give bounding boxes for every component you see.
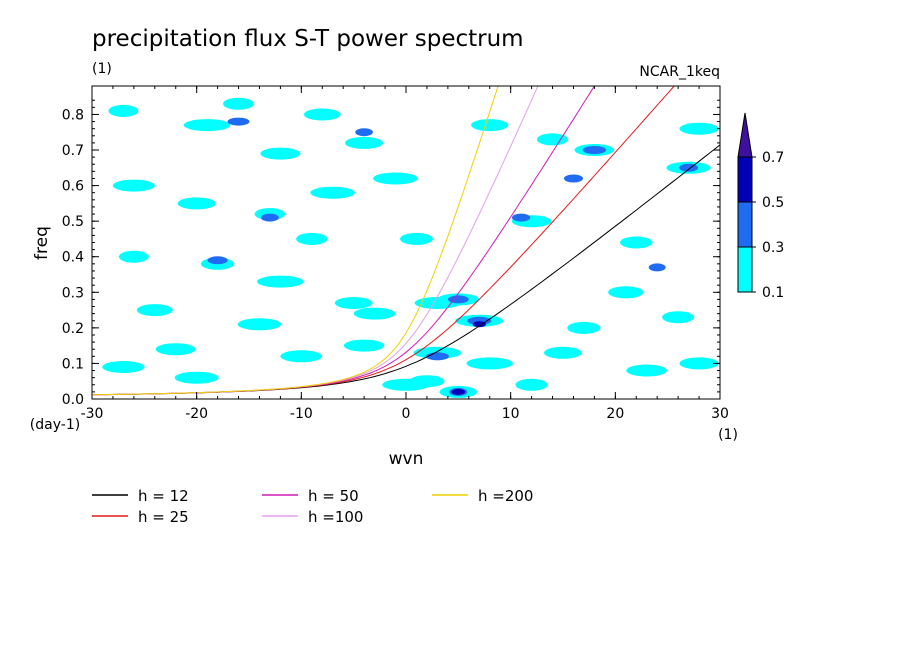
plot-area xyxy=(91,85,721,400)
contour-blob xyxy=(679,122,719,135)
colorbar-label: 0.1 xyxy=(762,285,784,301)
contour-blob xyxy=(112,179,155,192)
contour-blob xyxy=(679,163,698,172)
contour-fill-layer xyxy=(102,97,719,398)
y-tick-label: 0.8 xyxy=(62,107,84,123)
x-tick-label: 10 xyxy=(502,406,520,422)
legend-label: h =100 xyxy=(308,508,363,526)
subtitle-right: NCAR_1keq xyxy=(639,64,720,80)
contour-blob xyxy=(451,388,465,395)
x-tick-label: 0 xyxy=(402,406,411,422)
contour-blob xyxy=(296,232,328,245)
y-axis-unit: (day-1) xyxy=(30,417,80,433)
contour-blob xyxy=(118,250,149,263)
legend-label: h =200 xyxy=(478,487,533,505)
contour-blob xyxy=(207,256,228,265)
contour-blob xyxy=(679,357,719,370)
contour-blob xyxy=(334,297,373,309)
contour-blob xyxy=(515,378,548,391)
y-tick-label: 0.2 xyxy=(62,321,84,337)
x-axis-unit: (1) xyxy=(718,427,738,443)
legend-label: h = 50 xyxy=(308,487,359,505)
contour-blob xyxy=(536,133,569,146)
y-tick-label: 0.5 xyxy=(62,214,84,230)
y-tick-label: 0.7 xyxy=(62,143,84,159)
contour-blob xyxy=(260,147,301,160)
y-tick-label: 0.0 xyxy=(62,392,84,408)
contour-blob xyxy=(155,343,196,356)
colorbar-label: 0.7 xyxy=(762,150,784,166)
y-tick-label: 0.1 xyxy=(62,356,84,372)
x-tick-label: 30 xyxy=(711,406,729,422)
contour-blob xyxy=(582,146,607,154)
y-tick-label: 0.3 xyxy=(62,285,84,301)
contour-blob xyxy=(183,119,231,132)
contour-blob xyxy=(608,286,644,299)
x-axis: -30 -20 -10 0 10 20 30 xyxy=(81,86,729,422)
contour-blob xyxy=(544,346,582,359)
contour-blob xyxy=(345,136,384,149)
contour-blob xyxy=(662,311,695,324)
colorbar-segment xyxy=(737,156,753,203)
contour-blob xyxy=(223,97,254,110)
contour-blob xyxy=(511,213,531,222)
x-axis-label: wvn xyxy=(389,449,424,469)
y-tick-label: 0.6 xyxy=(62,179,84,195)
contour-blob xyxy=(303,108,341,121)
contour-blob xyxy=(620,236,653,249)
contour-blob xyxy=(648,263,666,272)
x-tick-label: -20 xyxy=(185,406,208,422)
contour-blob xyxy=(567,321,601,334)
contour-blob xyxy=(280,350,323,363)
x-tick-label: 20 xyxy=(606,406,624,422)
colorbar: 0.1 0.3 0.5 0.7 xyxy=(737,112,784,301)
contour-blob xyxy=(261,213,279,222)
contour-blob xyxy=(373,172,418,185)
contour-blob xyxy=(466,357,513,370)
contour-blob xyxy=(471,119,509,132)
contour-blob xyxy=(355,128,373,137)
contour-blob xyxy=(425,352,449,361)
x-tick-label: -10 xyxy=(290,406,313,422)
chart-title: precipitation flux S-T power spectrum xyxy=(92,26,524,52)
contour-blob xyxy=(472,321,486,328)
y-tick-label: 0.4 xyxy=(62,250,84,266)
colorbar-label: 0.3 xyxy=(762,240,784,256)
colorbar-segment xyxy=(737,201,753,248)
dispersion-curve xyxy=(92,86,499,396)
contour-blob xyxy=(102,361,145,373)
contour-blob xyxy=(177,197,216,210)
contour-blob xyxy=(237,318,282,331)
contour-blob xyxy=(227,117,250,126)
x-tick-label: -30 xyxy=(81,406,104,422)
legend: h = 12 h = 25 h = 50 h =100 h =200 xyxy=(92,487,533,526)
colorbar-extension xyxy=(737,112,753,158)
contour-blob xyxy=(353,307,396,320)
contour-blob xyxy=(136,304,173,317)
contour-blob xyxy=(108,104,139,117)
contour-blob xyxy=(174,371,219,384)
y-axis-label: freq xyxy=(32,226,52,260)
colorbar-segment xyxy=(737,246,753,293)
contour-blob xyxy=(257,275,304,288)
contour-blob xyxy=(310,186,356,199)
colorbar-label: 0.5 xyxy=(762,195,784,211)
legend-label: h = 25 xyxy=(138,508,189,526)
subtitle-left: (1) xyxy=(92,61,112,77)
contour-blob xyxy=(400,232,433,245)
contour-blob xyxy=(382,378,430,391)
contour-blob xyxy=(626,364,668,377)
legend-label: h = 12 xyxy=(138,487,189,505)
contour-blob xyxy=(564,174,583,183)
y-axis: 0.0 0.1 0.2 0.3 0.4 0.5 0.6 0.7 0.8 xyxy=(62,99,720,408)
contour-blob xyxy=(467,316,492,325)
contour-blob xyxy=(447,295,469,304)
contour-blob xyxy=(343,339,385,352)
